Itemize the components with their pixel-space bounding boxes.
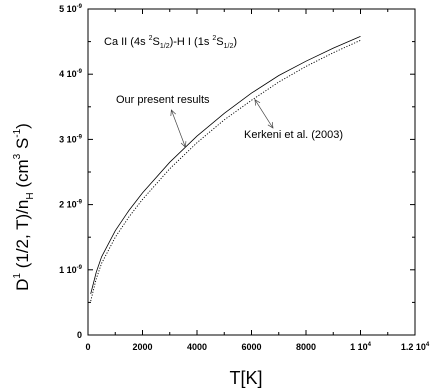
series-line-present-results — [90, 36, 361, 294]
y-tick-label: 2 10-9 — [59, 200, 83, 210]
system-label: Ca II (4s 2S1/2)-H I (1s 2S1/2) — [104, 35, 237, 50]
annotation-arrow-our-results — [171, 109, 186, 148]
annotation-arrows — [170, 98, 274, 148]
x-tick-label: 1.2 104 — [401, 342, 430, 352]
x-tick-label: 1 104 — [350, 342, 372, 352]
annotation-arrow-our-results-head — [170, 109, 176, 117]
y-tick-label: 1 10-9 — [59, 265, 83, 275]
x-tick-label: 4000 — [187, 342, 207, 352]
series-group — [90, 36, 361, 302]
x-tick-label: 2000 — [132, 342, 152, 352]
annotation-arrow-our-results-head — [180, 141, 187, 148]
annotation-kerkeni: Kerkeni et al. (2003) — [244, 129, 343, 141]
y-tick-label: 4 10-9 — [59, 69, 83, 79]
annotation-arrow-kerkeni-head — [267, 121, 274, 129]
annotation-arrow-kerkeni — [254, 99, 274, 129]
annotation-our-results: Our present results — [116, 94, 210, 106]
x-tick-label: 6000 — [241, 342, 261, 352]
annotation-arrow-kerkeni-head — [254, 98, 261, 106]
x-tick-label: 0 — [85, 342, 90, 352]
y-tick-label: 3 10-9 — [59, 134, 83, 144]
y-tick-label: 0 — [77, 330, 82, 340]
y-tick-label: 5 10-9 — [59, 4, 83, 14]
x-axis-ticks: 0 2000 4000 6000 8000 1 104 1.2 104 — [85, 9, 430, 352]
x-tick-label: 8000 — [296, 342, 316, 352]
y-axis-ticks: 0 1 10-9 2 10-9 3 10-9 4 10-9 5 10-9 — [59, 4, 415, 340]
x-axis-label: T[K] — [229, 368, 262, 388]
y-axis-label: D1 (1/2, T)/nH (cm3 S-1) — [12, 123, 36, 291]
series-line-kerkeni — [90, 39, 361, 302]
